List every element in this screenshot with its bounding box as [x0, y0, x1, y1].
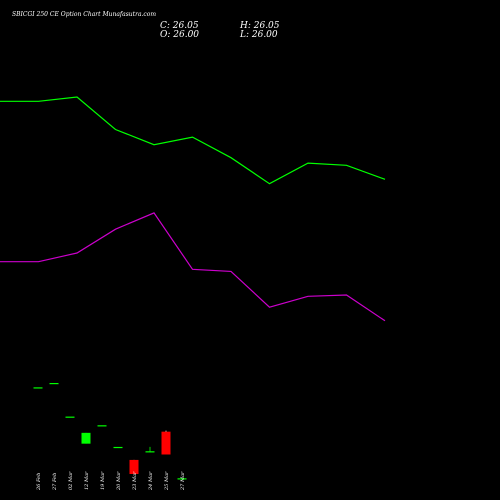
candle-body — [145, 451, 155, 453]
x-tick-label: 24 Mar — [148, 471, 154, 491]
candle-body — [33, 387, 43, 389]
x-tick-label: 12 Mar — [84, 471, 90, 490]
candle — [145, 446, 155, 453]
candle — [81, 432, 91, 444]
close-readout: C: 26.05 — [160, 21, 199, 31]
x-tick-label: 26 Feb — [36, 473, 42, 491]
candle — [65, 416, 75, 418]
open-readout: O: 26.00 — [160, 30, 199, 40]
low-readout: L: 26.00 — [239, 30, 278, 40]
x-tick-label: 20 Mar — [116, 471, 122, 491]
x-tick-label: 25 Mar — [164, 471, 170, 491]
x-tick-label: 02 Mar — [68, 471, 74, 490]
x-axis-labels: 26 Feb 27 Feb 02 Mar 12 Mar 19 Mar 20 Mar 23 M… — [36, 471, 186, 491]
candle-body — [81, 432, 91, 444]
candle — [129, 459, 139, 474]
candle — [177, 478, 187, 480]
candle-body — [177, 478, 187, 480]
moving-average-lines — [0, 96, 386, 322]
x-tick-label: 19 Mar — [100, 471, 106, 490]
candle-body — [161, 431, 171, 455]
candle — [113, 446, 123, 449]
candle-body — [49, 383, 59, 385]
candle-body — [129, 459, 139, 474]
chart-title: SBICGI 250 CE Option Chart Munafasutra.c… — [12, 11, 156, 18]
candle — [33, 387, 43, 389]
ma-line-1 — [0, 96, 386, 185]
x-tick-label: 23 Mar — [132, 471, 138, 491]
candle-body — [97, 425, 107, 427]
candle-body — [113, 446, 123, 449]
high-readout: H: 26.05 — [239, 21, 280, 31]
x-tick-label: 27 Feb — [52, 473, 58, 491]
x-tick-label: 27 Mar — [180, 471, 186, 491]
candle — [97, 425, 107, 427]
candle — [49, 383, 59, 385]
candlesticks — [33, 383, 187, 480]
ma-line-2 — [0, 212, 386, 322]
candle-body — [65, 416, 75, 418]
candle — [161, 430, 171, 455]
